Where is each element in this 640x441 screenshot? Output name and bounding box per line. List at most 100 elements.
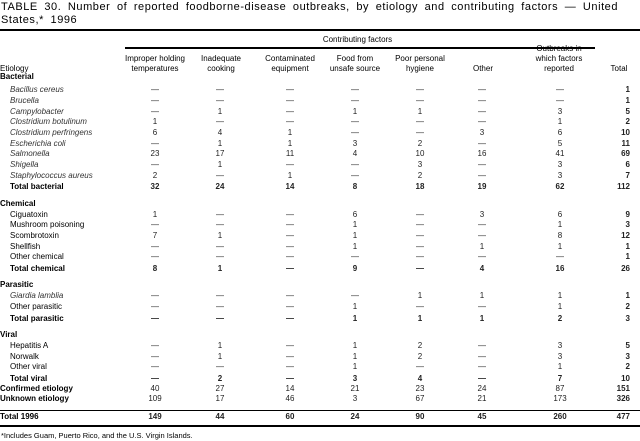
cell-value: 90 (415, 412, 425, 421)
cell-value: — (416, 128, 424, 137)
cell-value: — (416, 96, 424, 105)
cell-value: — (151, 341, 159, 350)
table-row: Clostridium perfringens 6 4 1 — — 3 6 10 (0, 127, 640, 138)
cell-value: — (556, 252, 564, 261)
cell-value: — (216, 171, 224, 180)
cell-value: — (286, 107, 294, 116)
cell-value: 16 (477, 149, 487, 158)
cell-value: — (286, 362, 294, 371)
cell-value: 1 (217, 160, 223, 169)
cell-value: — (286, 291, 294, 300)
cell-total: 112 (617, 182, 630, 191)
cell-value: 1 (557, 242, 563, 251)
cell-value: — (286, 314, 294, 323)
cell-value: — (478, 362, 486, 371)
group-row: Bacterial (0, 71, 640, 82)
row-label: Hepatitis A (10, 341, 49, 350)
cell-value: 23 (415, 384, 425, 393)
cell-total: 7 (625, 171, 630, 180)
cell-value: — (151, 374, 159, 383)
total-rule (0, 410, 640, 411)
cell-total: 1 (625, 291, 630, 300)
table-row: Mushroom poisoning — — — 1 — — 1 3 (0, 219, 640, 230)
column-header-total: Total (610, 64, 628, 73)
column-header-inadequate-cooking: Inadequate cooking (200, 54, 242, 73)
group-row: Viral (0, 329, 640, 340)
cell-value: — (286, 117, 294, 126)
row-label: Escherichia coli (10, 139, 66, 148)
cell-value: — (151, 96, 159, 105)
table-row: Brucella — — — — — — — 1 (0, 95, 640, 106)
cell-value: 2 (152, 171, 158, 180)
cell-value: — (416, 252, 424, 261)
row-label: Total 1996 (0, 412, 39, 421)
cell-value: — (478, 252, 486, 261)
cell-value: — (478, 341, 486, 350)
cell-total: 69 (621, 149, 630, 158)
row-label: Shigella (10, 160, 39, 169)
row-label: Staphylococcus aureus (10, 171, 93, 180)
cell-value: 1 (217, 352, 223, 361)
table-row: Escherichia coli —1 1 3 2—5 11 (0, 138, 640, 149)
column-header-improper-holding: Improper holding temperatures (124, 54, 186, 73)
table-row: Total viral — 2 — 3 4 — 7 10 (0, 373, 640, 384)
cell-value: 1 (352, 231, 358, 240)
cell-value: 23 (150, 149, 160, 158)
cell-value: — (478, 96, 486, 105)
cell-value: — (556, 85, 564, 94)
cell-value: 1 (287, 139, 293, 148)
cell-value: — (351, 171, 359, 180)
row-label: Brucella (10, 96, 39, 105)
cell-value: 3 (352, 394, 358, 403)
table-row: Shellfish — — — 1 — 1 1 1 (0, 241, 640, 252)
cell-value: — (478, 117, 486, 126)
cell-value: 1 (557, 302, 563, 311)
cell-total: 1 (625, 242, 630, 251)
cell-value: — (478, 107, 486, 116)
cell-value: 1 (557, 117, 563, 126)
cell-value: 1 (557, 362, 563, 371)
row-label: Other chemical (10, 252, 64, 261)
table-row: Total 1996 149 44 60 24 90 45 260 477 (0, 411, 640, 422)
row-label: Salmonella (10, 149, 50, 158)
cell-value: 9 (352, 264, 358, 273)
cell-total: 1 (625, 96, 630, 105)
cell-value: 2 (417, 171, 423, 180)
cell-value: — (351, 117, 359, 126)
cell-value: 87 (555, 384, 565, 393)
table-row: Salmonella 23 17 11 4 10 16 41 69 (0, 148, 640, 159)
cell-value: 1 (417, 291, 423, 300)
cell-value: 1 (352, 362, 358, 371)
cell-value: 2 (417, 352, 423, 361)
cell-value: — (556, 96, 564, 105)
cell-value: — (416, 231, 424, 240)
table-row: Total parasitic — — — 1 1 1 2 3 (0, 313, 640, 324)
row-label: Unknown etiology (0, 394, 69, 403)
cell-value: 62 (555, 182, 565, 191)
row-label: Total chemical (10, 264, 65, 273)
cell-value: 1 (217, 107, 223, 116)
cell-value: — (286, 242, 294, 251)
cell-total: 10 (621, 374, 630, 383)
cell-total: 3 (625, 314, 630, 323)
cell-value: 24 (350, 412, 360, 421)
cell-value: 41 (555, 149, 565, 158)
cell-value: 1 (352, 302, 358, 311)
row-label: Mushroom poisoning (10, 220, 85, 229)
cell-value: 149 (148, 412, 162, 421)
cell-value: — (286, 160, 294, 169)
cell-total: 9 (625, 210, 630, 219)
cell-value: — (286, 96, 294, 105)
table-row: Norwalk — 1 — 1 2 — 3 3 (0, 351, 640, 362)
cell-value: 6 (557, 210, 563, 219)
row-label: Bacterial (0, 72, 34, 81)
cell-total: 1 (625, 85, 630, 94)
cell-value: — (478, 160, 486, 169)
cell-value: — (216, 291, 224, 300)
cell-value: — (286, 302, 294, 311)
cell-value: 1 (479, 242, 485, 251)
table-row: Clostridium botulinum 1 — — — — — 1 2 (0, 116, 640, 127)
cell-value: 3 (352, 374, 358, 383)
cell-value: 21 (350, 384, 360, 393)
cell-total: 1 (625, 252, 630, 261)
